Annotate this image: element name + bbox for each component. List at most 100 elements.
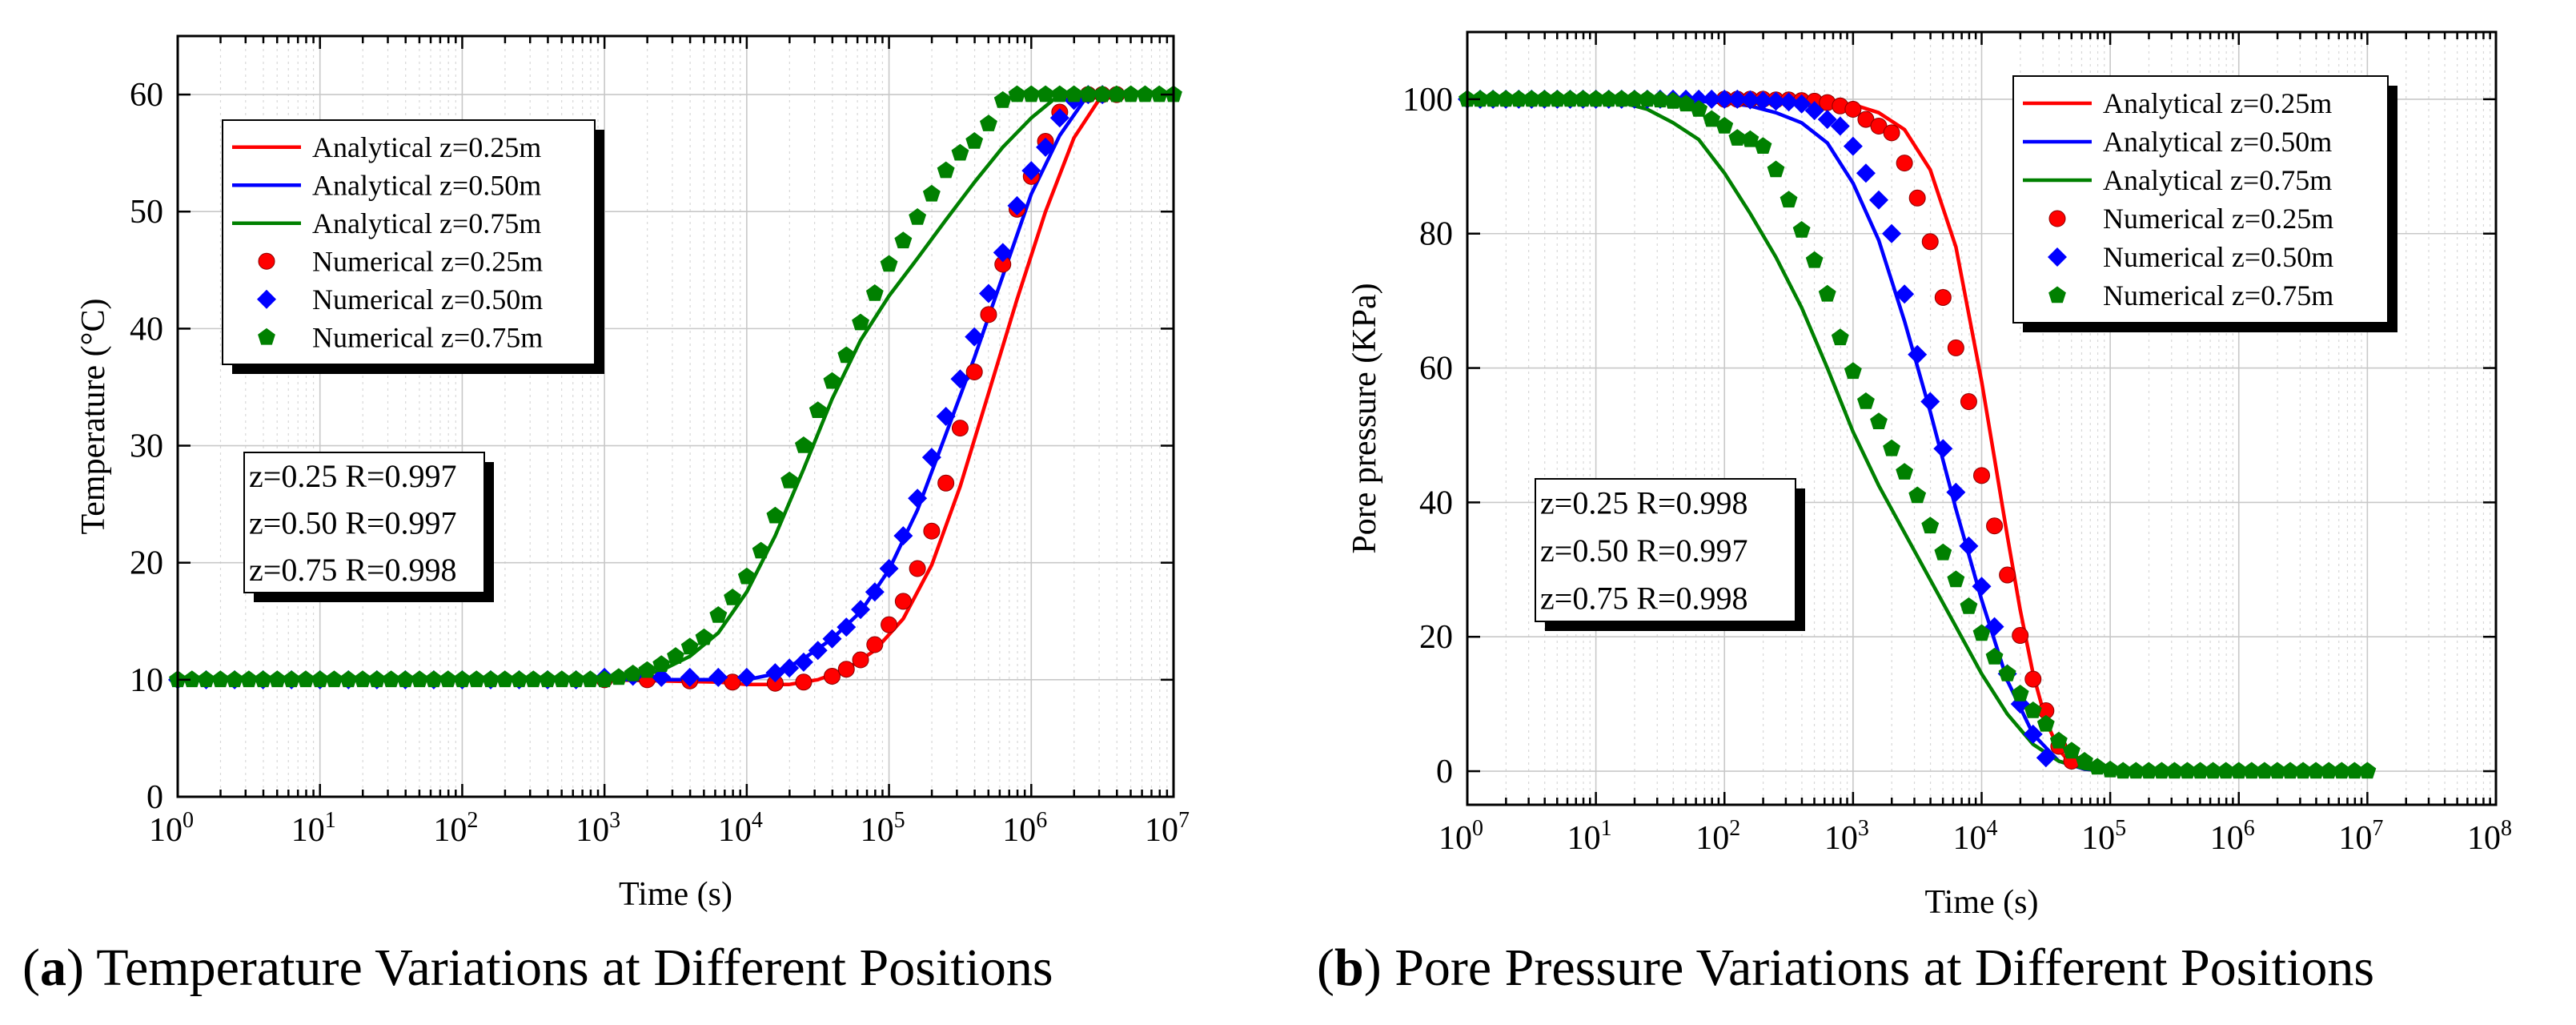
data-point [239, 670, 258, 688]
data-point [1741, 130, 1759, 147]
data-point [2255, 762, 2273, 779]
data-point [837, 617, 857, 637]
data-point [1599, 90, 1618, 107]
data-point [724, 673, 741, 691]
x-tick-label: 100 [1438, 816, 1483, 857]
data-point [226, 670, 243, 688]
data-point [1792, 94, 1812, 114]
data-point [297, 670, 315, 688]
data-point [1150, 85, 1169, 102]
data-point [2012, 627, 2029, 645]
data-point [894, 231, 913, 249]
y-tick-label: 80 [1419, 216, 1453, 253]
y-tick-label: 60 [130, 77, 163, 114]
data-point [283, 670, 301, 688]
data-point [2358, 762, 2377, 779]
data-point [1625, 90, 1643, 107]
x-tick-label: 107 [1145, 808, 1190, 849]
data-point [1998, 664, 2016, 681]
data-point [822, 629, 842, 649]
data-point [1049, 108, 1069, 128]
data-point [1510, 90, 1528, 107]
data-point [921, 448, 941, 468]
data-point [1831, 328, 1849, 346]
legend-item: Numerical z=0.50m [2048, 241, 2333, 273]
data-point [2204, 762, 2222, 779]
data-point [1780, 191, 1798, 208]
legend-label: Analytical z=0.75m [2103, 164, 2332, 196]
data-point [1728, 129, 1747, 146]
data-point [894, 593, 912, 610]
data-point [866, 636, 884, 653]
data-point [1896, 463, 1914, 480]
data-point [809, 401, 827, 418]
data-point [567, 670, 585, 688]
data-point [2063, 742, 2080, 759]
legend-label: Numerical z=0.75m [2103, 279, 2333, 312]
data-point [1830, 116, 1850, 136]
data-point [923, 522, 941, 540]
data-point [1022, 85, 1041, 102]
legend-swatch [2048, 286, 2066, 303]
legend-item: Numerical z=0.50m [257, 283, 543, 316]
r-annotation-line: z=0.50 R=0.997 [1540, 533, 1748, 569]
data-point [1715, 89, 1735, 109]
data-point [1484, 90, 1503, 107]
data-point [2101, 760, 2120, 778]
legend-label: Analytical z=0.50m [312, 169, 541, 201]
data-point [1857, 392, 1875, 409]
x-tick-label: 104 [1953, 816, 1998, 857]
data-point [1999, 566, 2016, 584]
data-point [2294, 762, 2312, 779]
data-point [851, 600, 871, 620]
data-point [1037, 85, 1054, 102]
legend: Analytical z=0.25m Analytical z=0.50m Anal… [222, 119, 604, 374]
y-tick-label: 0 [146, 779, 163, 816]
data-point [1960, 393, 1977, 411]
data-point [1574, 90, 1592, 107]
data-point [2345, 762, 2364, 779]
data-point [980, 306, 997, 324]
data-point [1664, 91, 1682, 109]
data-point [552, 670, 571, 688]
legend-label: Numerical z=0.50m [2103, 241, 2333, 273]
x-axis-title: Time (s) [1925, 884, 2039, 921]
data-point [865, 284, 884, 301]
y-tick-label: 30 [130, 428, 163, 465]
x-tick-label: 107 [2338, 816, 2383, 857]
data-point [268, 670, 287, 688]
data-point [793, 652, 813, 672]
data-point [2229, 762, 2248, 779]
data-point [1121, 85, 1140, 102]
legend-item: Analytical z=0.50m [232, 169, 541, 201]
data-point [596, 670, 614, 688]
data-point [993, 90, 1012, 108]
data-point [1612, 90, 1631, 107]
data-point [2320, 762, 2338, 779]
data-point [737, 567, 756, 585]
data-point [2153, 762, 2171, 779]
y-tick-label: 0 [1436, 754, 1453, 790]
legend-box [2012, 75, 2389, 324]
data-point [1947, 570, 1965, 588]
legend-item: Analytical z=0.75m [232, 207, 541, 239]
caption-a-text: Temperature Variations at Different Posi… [84, 939, 1053, 997]
caption-b-text: Pore Pressure Variations at Different Po… [1382, 939, 2374, 997]
x-tick-label: 101 [291, 808, 336, 849]
legend-label: Numerical z=0.75m [312, 321, 543, 353]
data-point [708, 667, 728, 687]
series-markers-6 [1459, 90, 2377, 779]
data-point [1933, 439, 1953, 459]
data-point [823, 372, 841, 389]
caption-a-letter: a [40, 939, 66, 997]
x-tick-label: 102 [433, 808, 478, 849]
legend-label: Numerical z=0.50m [312, 283, 543, 316]
x-tick-label: 108 [2467, 816, 2512, 857]
caption-b-letter: b [1334, 939, 1364, 997]
data-point [2036, 714, 2055, 732]
data-point [865, 582, 885, 602]
data-point [2242, 762, 2261, 779]
data-point [951, 420, 969, 437]
legend-box [222, 119, 596, 365]
